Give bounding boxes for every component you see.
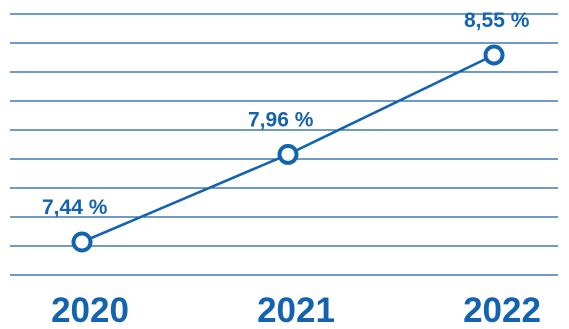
data-points [71,44,505,253]
data-label-2021: 7,96 % [248,108,314,131]
x-tick-label-2020: 2020 [51,291,129,329]
data-label-2022: 8,55 % [464,9,530,32]
data-label-2020: 7,44 % [42,196,108,219]
gridlines [10,13,558,276]
x-tick-label-2022: 2022 [463,291,541,329]
data-labels: 7,44 % 7,96 % 8,55 % [42,9,530,219]
data-point-2022 [483,44,505,66]
x-tick-label-2021: 2021 [257,291,335,329]
x-axis-tick-labels: 2020 2021 2022 [51,291,541,329]
data-point-2020 [71,231,93,253]
data-point-2021 [277,143,299,165]
